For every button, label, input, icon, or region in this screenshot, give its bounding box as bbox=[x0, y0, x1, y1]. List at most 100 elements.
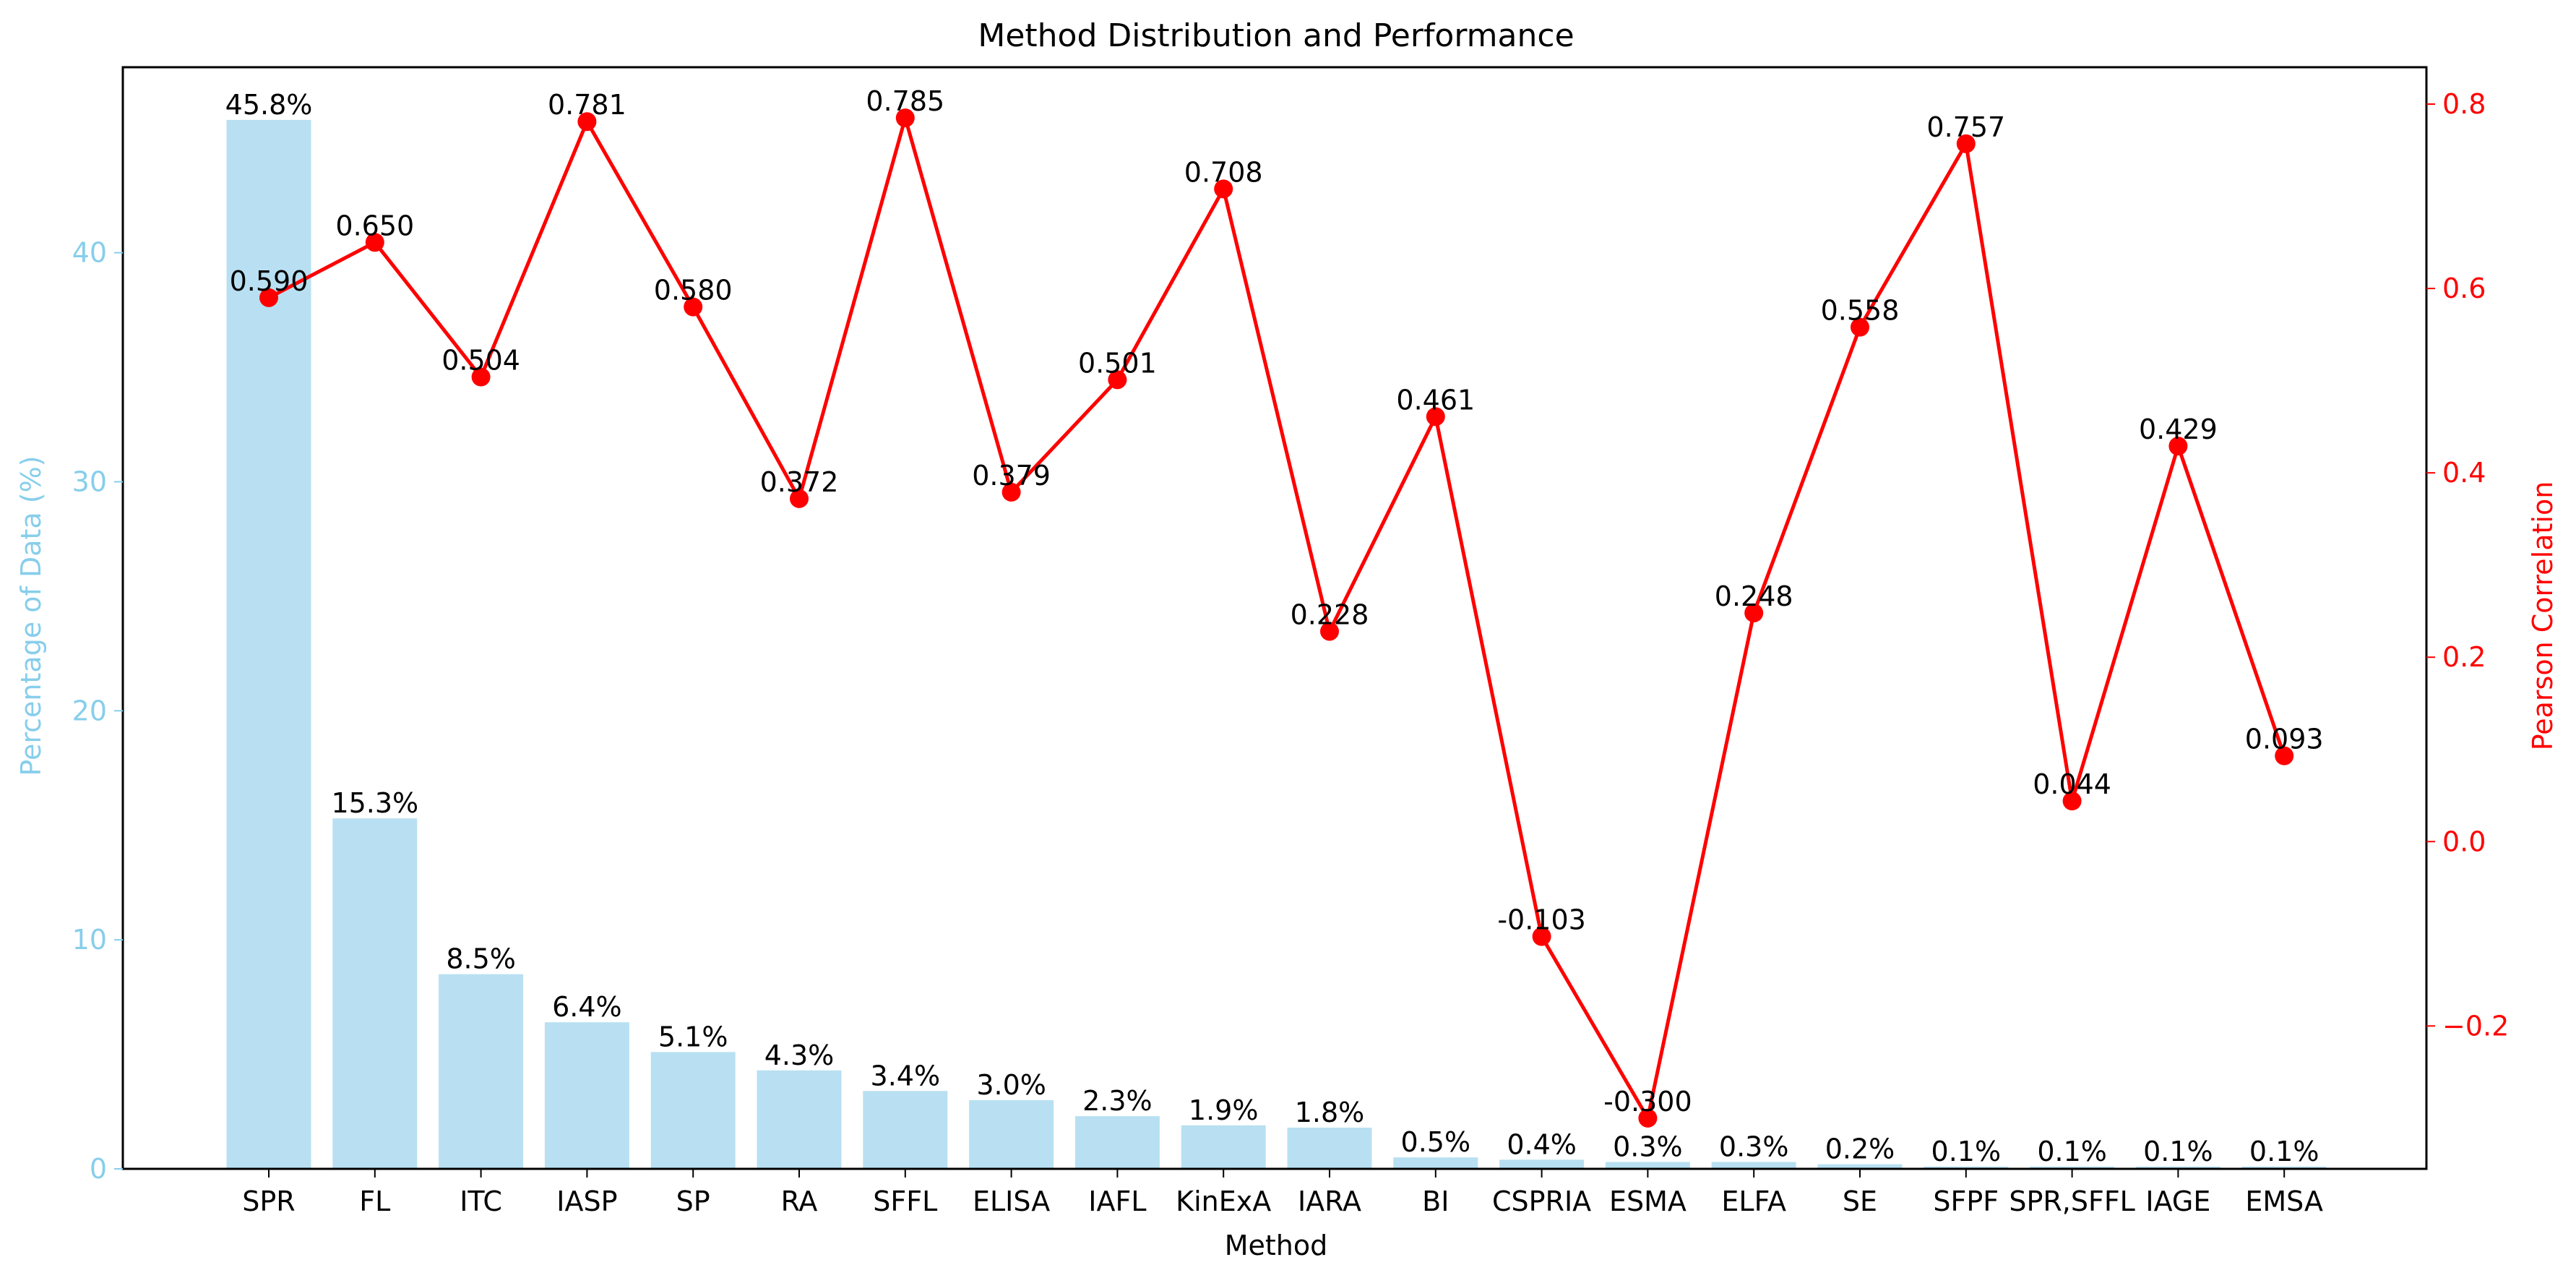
bar-label-FL: 15.3% bbox=[331, 787, 418, 819]
x-tick-label-SPR: SPR bbox=[242, 1185, 295, 1217]
point-label-IASP: 0.781 bbox=[548, 89, 626, 121]
bar-ESMA bbox=[1605, 1162, 1690, 1169]
correlation-point-SPR,SFFL bbox=[2062, 792, 2082, 811]
bar-label-IAFL: 2.3% bbox=[1082, 1085, 1153, 1117]
point-label-SPR: 0.590 bbox=[230, 265, 309, 297]
point-label-CSPRIA: -0.103 bbox=[1497, 904, 1586, 936]
x-tick-label-RA: RA bbox=[781, 1185, 818, 1217]
bar-label-IAGE: 0.1% bbox=[2143, 1136, 2213, 1167]
bar-label-IASP: 6.4% bbox=[552, 991, 622, 1023]
point-label-RA: 0.372 bbox=[760, 466, 839, 498]
bar-SFPF bbox=[1924, 1166, 2009, 1169]
point-label-ELISA: 0.379 bbox=[972, 460, 1051, 492]
bar-label-SFPF: 0.1% bbox=[1931, 1136, 2002, 1167]
bar-IAGE bbox=[2135, 1166, 2220, 1169]
bar-SP bbox=[650, 1052, 736, 1169]
bar-IASP bbox=[544, 1022, 629, 1169]
correlation-point-CSPRIA bbox=[1532, 927, 1551, 946]
correlation-line bbox=[267, 116, 2286, 1120]
bar-label-SFFL: 3.4% bbox=[871, 1060, 941, 1092]
left-y-axis: 0 10 20 30 40 bbox=[72, 67, 124, 1185]
x-tick-label-SP: SP bbox=[676, 1185, 710, 1217]
right-tick-label-2: 0.2 bbox=[2442, 641, 2486, 673]
point-label-SFFL: 0.785 bbox=[866, 85, 944, 117]
point-label-ESMA: -0.300 bbox=[1603, 1086, 1692, 1118]
x-tick-label-KinExA: KinExA bbox=[1176, 1185, 1271, 1217]
bar-label-SPR,SFFL: 0.1% bbox=[2037, 1136, 2107, 1167]
point-label-SE: 0.558 bbox=[1821, 295, 1900, 327]
bar-BI bbox=[1393, 1157, 1478, 1169]
x-tick-label-SPR,SFFL: SPR,SFFL bbox=[2009, 1185, 2135, 1217]
right-y-axis-label: Pearson Correlation bbox=[2527, 481, 2559, 751]
bar-label-BI: 0.5% bbox=[1401, 1126, 1471, 1158]
right-tick-label-3: 0.4 bbox=[2442, 457, 2486, 489]
bar-labels-layer: 45.8% 15.3% 8.5% 6.4% 5.1% 4.3% 3.4% 3.0% 2.3% 1.… bbox=[225, 89, 2319, 1167]
point-labels-layer: 0.590 0.650 0.504 0.781 0.580 0.372 0.785 0.379… bbox=[230, 85, 2324, 1118]
point-label-IARA: 0.228 bbox=[1291, 599, 1369, 630]
correlation-point-ELFA bbox=[1744, 603, 1764, 622]
point-label-EMSA: 0.093 bbox=[2245, 724, 2324, 755]
bar-IAFL bbox=[1074, 1116, 1160, 1169]
x-tick-label-FL: FL bbox=[359, 1185, 390, 1217]
correlation-point-IARA bbox=[1320, 622, 1339, 641]
bar-label-CSPRIA: 0.4% bbox=[1507, 1128, 1577, 1160]
correlation-point-SE bbox=[1851, 317, 1869, 337]
bar-CSPRIA bbox=[1499, 1159, 1585, 1169]
point-label-ITC: 0.504 bbox=[441, 345, 520, 377]
bar-FL bbox=[332, 818, 418, 1169]
x-tick-label-SE: SE bbox=[1843, 1185, 1877, 1217]
x-tick-label-BI: BI bbox=[1422, 1185, 1449, 1217]
bar-ELISA bbox=[969, 1099, 1054, 1169]
correlation-point-SPR bbox=[259, 288, 278, 307]
x-tick-label-ESMA: ESMA bbox=[1609, 1185, 1687, 1217]
x-tick-label-IAFL: IAFL bbox=[1088, 1185, 1146, 1217]
bar-EMSA bbox=[2241, 1166, 2327, 1169]
correlation-point-KinExA bbox=[1214, 179, 1233, 199]
x-axis: SPR FL ITC IASP SP RA SFFL ELISA IAFL KinExA IARA B… bbox=[242, 1169, 2323, 1217]
x-axis-label: Method bbox=[1225, 1230, 1328, 1261]
correlation-point-SP bbox=[684, 297, 703, 317]
correlation-point-IAFL bbox=[1108, 370, 1127, 390]
correlation-point-RA bbox=[790, 489, 809, 508]
x-tick-label-SFPF: SFPF bbox=[1933, 1185, 1999, 1217]
bar-SPR,SFFL bbox=[2030, 1166, 2115, 1169]
x-tick-label-IAGE: IAGE bbox=[2145, 1185, 2210, 1217]
bar-SFFL bbox=[863, 1091, 948, 1169]
x-tick-label-ITC: ITC bbox=[460, 1185, 502, 1217]
x-tick-label-SFFL: SFFL bbox=[873, 1185, 937, 1217]
right-tick-label-0: −0.2 bbox=[2442, 1010, 2509, 1042]
bar-ITC bbox=[439, 974, 524, 1169]
correlation-point-ELISA bbox=[1001, 482, 1021, 502]
x-tick-label-EMSA: EMSA bbox=[2245, 1185, 2323, 1217]
bar-IARA bbox=[1287, 1127, 1372, 1169]
correlation-point-ITC bbox=[471, 367, 491, 387]
left-tick-label-0: 0 bbox=[90, 1153, 107, 1185]
x-tick-label-ELISA: ELISA bbox=[973, 1185, 1050, 1217]
point-label-IAFL: 0.501 bbox=[1078, 347, 1157, 379]
left-y-axis-label: Percentage of Data (%) bbox=[15, 455, 47, 776]
point-label-ELFA: 0.248 bbox=[1715, 580, 1793, 612]
bar-label-EMSA: 0.1% bbox=[2249, 1136, 2319, 1167]
right-tick-label-4: 0.6 bbox=[2442, 273, 2486, 304]
correlation-point-IAGE bbox=[2168, 437, 2188, 456]
point-label-BI: 0.461 bbox=[1396, 384, 1475, 416]
bar-label-ELISA: 3.0% bbox=[976, 1069, 1046, 1101]
bar-label-RA: 4.3% bbox=[764, 1039, 835, 1071]
correlation-point-IASP bbox=[577, 112, 597, 132]
bar-label-IARA: 1.8% bbox=[1295, 1097, 1365, 1128]
point-label-KinExA: 0.708 bbox=[1184, 156, 1263, 188]
correlation-point-BI bbox=[1426, 407, 1445, 426]
point-label-IAGE: 0.429 bbox=[2139, 413, 2218, 445]
bar-ELFA bbox=[1711, 1162, 1796, 1169]
correlation-point-SFPF bbox=[1956, 134, 1976, 153]
correlation-line-layer bbox=[259, 108, 2294, 1128]
point-label-SFPF: 0.757 bbox=[1926, 111, 2005, 143]
bar-RA bbox=[757, 1070, 842, 1169]
bar-KinExA bbox=[1181, 1125, 1266, 1169]
bar-label-SE: 0.2% bbox=[1825, 1133, 1895, 1165]
bar-label-SPR: 45.8% bbox=[225, 89, 313, 121]
x-tick-label-CSPRIA: CSPRIA bbox=[1492, 1185, 1591, 1217]
left-tick-label-10: 10 bbox=[72, 924, 107, 956]
